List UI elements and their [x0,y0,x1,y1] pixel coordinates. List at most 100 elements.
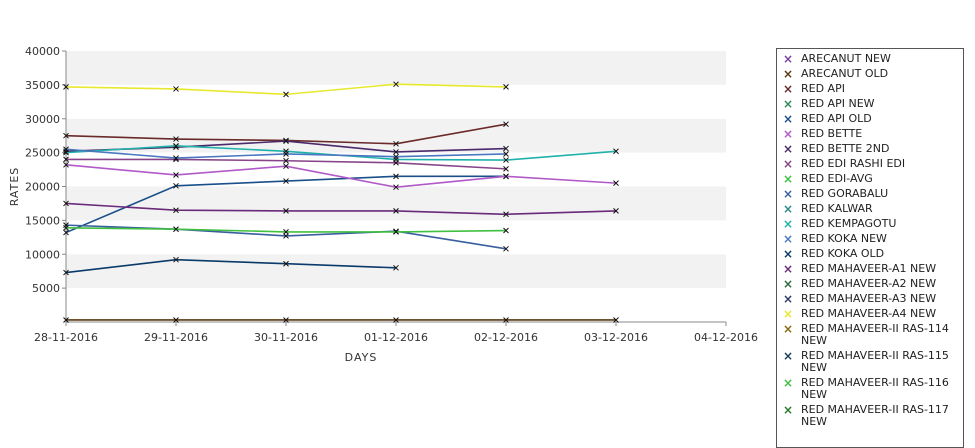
legend-entry: × RED MAHAVEER-II RAS-114 NEW [777,323,963,347]
legend-label: RED API NEW [801,97,875,110]
data-point [503,84,509,90]
y-tick-label: 5000 [32,282,60,295]
data-point [63,269,69,276]
series-line [65,164,617,188]
legend-label: RED EDI RASHI EDI [801,157,906,170]
legend-label: RED BETTE [801,127,863,140]
grid-band [66,288,726,322]
legend-entry: × RED MAHAVEER-II RAS-116 NEW [777,377,963,401]
x-axis-title: DAYS [345,351,378,364]
data-point [613,180,619,186]
data-point [393,81,399,88]
legend-entry: × RED BETTE 2ND [777,142,963,156]
data-point [503,173,509,180]
data-point [613,208,619,214]
series-1 [63,317,619,323]
line-chart: 500010000150002000025000300003500040000 … [8,45,758,364]
legend-entry: × RED EDI RASHI EDI [777,157,963,171]
data-point [63,317,69,323]
legend-marker-icon: × [782,217,794,231]
legend-marker-icon: × [782,157,794,171]
series-14 [63,200,619,218]
legend-marker-icon: × [782,247,794,261]
data-point [63,200,69,207]
grid-band [66,186,726,221]
y-tick-label: 25000 [25,147,60,160]
legend-label: RED KOKA NEW [801,232,887,245]
data-point [283,151,289,157]
legend-entry: × RED API OLD [777,113,963,126]
legend-marker-icon: × [782,67,794,81]
data-point [173,136,179,142]
legend-entry: × RED KOKA NEW [777,232,963,246]
series-layer [63,81,619,323]
series-17 [63,81,509,98]
data-point [173,182,179,189]
legend-label: RED KOKA OLD [801,247,885,260]
legend-entry: × RED GORABALU [777,187,963,201]
legend-entry: × ARECANUT OLD [777,67,963,81]
legend-entry: × RED BETTE [777,127,963,141]
data-point [63,224,69,231]
data-point [393,140,399,147]
grid-band [66,84,726,119]
x-tick-label: 03-12-2016 [584,331,648,344]
legend-label: RED MAHAVEER-II RAS-117 NEW [801,403,949,428]
data-point [613,148,619,155]
data-point [283,229,289,235]
legend-marker-icon: × [782,277,794,291]
data-point [283,178,289,184]
legend-marker-icon: × [782,127,794,141]
legend-marker-icon: × [782,52,794,66]
legend-marker-icon: × [782,82,794,96]
series-13 [63,256,399,276]
chart-legend: × ARECANUT NEW × ARECANUT OLD × RED API × RED A… [776,48,964,448]
data-point [393,184,399,191]
legend-marker-icon: × [782,262,794,276]
y-tick-label: 30000 [25,113,60,126]
legend-entry: × RED EDI-AVG [777,173,963,186]
legend-entry: × ARECANUT NEW [777,52,963,66]
legend-marker-icon: × [782,376,794,390]
y-axis-ticks: 5000 10000 15000 20000 25000 30000 35000 40000 [25,45,66,295]
x-axis-ticks: 28-11-2016 29-11-2016 30-11-2016 01-12-2016… [34,322,758,344]
data-point [173,317,179,323]
legend-label: RED MAHAVEER-II RAS-114 NEW [801,322,949,347]
legend-label: RED KALWAR [801,202,873,215]
data-point [173,207,179,214]
x-tick-label: 30-11-2016 [254,331,318,344]
series-12 [63,146,509,161]
legend-label: RED MAHAVEER-A4 NEW [801,307,937,320]
y-tick-label: 35000 [25,79,60,92]
legend-entry: × RED KALWAR [777,202,963,216]
legend-marker-icon: × [782,307,794,321]
data-point [283,208,289,214]
data-point [63,161,69,168]
data-point [63,156,69,163]
legend-marker-icon: × [782,403,794,417]
y-tick-label: 20000 [25,181,60,194]
legend-label: RED BETTE 2ND [801,142,890,155]
legend-entry: × RED API [777,82,963,96]
legend-entry: × RED API NEW [777,97,963,111]
data-point [393,173,399,180]
data-point [173,226,179,233]
legend-label: RED GORABALU [801,187,889,200]
legend-label: RED MAHAVEER-II RAS-116 NEW [801,376,949,401]
legend-marker-icon: × [782,292,794,306]
x-tick-label: 04-12-2016 [694,331,758,344]
data-point [393,149,399,155]
data-point [283,233,289,239]
legend-entry: × RED MAHAVEER-A1 NEW [777,262,963,276]
y-tick-label: 15000 [25,214,60,227]
y-axis-title: RATES [8,167,21,207]
grid-band [66,254,726,289]
legend-marker-icon: × [782,202,794,216]
data-point [393,208,399,214]
data-point [173,256,179,263]
data-point [503,166,509,172]
legend-marker-icon: × [782,232,794,246]
x-tick-label: 01-12-2016 [364,331,428,344]
series-line [65,258,397,274]
legend-marker-icon: × [782,97,794,111]
